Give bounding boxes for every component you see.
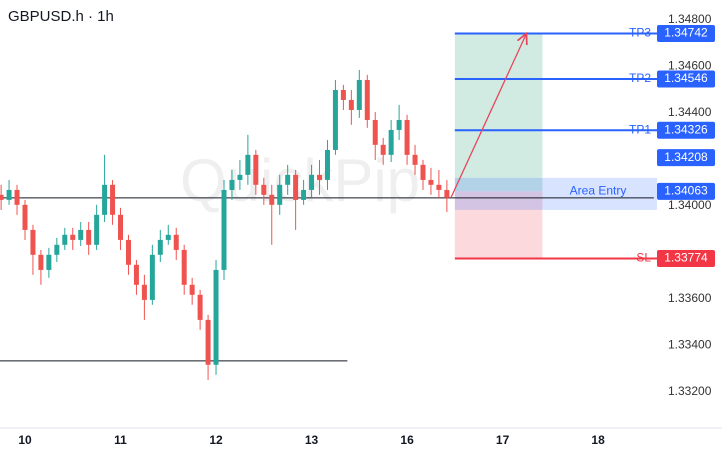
candle-body [340, 89, 346, 100]
x-tick-label: 11 [114, 433, 127, 447]
candle-body [118, 214, 124, 240]
candle-body [412, 154, 418, 165]
candle-body [6, 189, 12, 200]
candle-body [62, 234, 68, 245]
candle-body [332, 89, 338, 150]
candle-body [149, 254, 155, 300]
candle-body [125, 239, 131, 265]
price-tag-label: 1.34063 [664, 184, 708, 198]
x-tick-label: 18 [591, 433, 605, 447]
candle-body [388, 129, 394, 155]
y-tick-label: 1.34400 [668, 105, 712, 119]
candle-body [245, 154, 251, 175]
watermark: QuickPip [180, 147, 420, 214]
x-tick-label: 13 [305, 433, 319, 447]
price-tag [657, 149, 715, 167]
candle-body [86, 229, 92, 245]
candle-body [420, 164, 426, 180]
y-tick-label: 1.34000 [668, 198, 712, 212]
candle-body [253, 154, 259, 185]
level-name: TP1 [629, 122, 651, 136]
y-tick-label: 1.33200 [668, 384, 712, 398]
candle-body [277, 184, 283, 205]
candle-body [317, 174, 323, 180]
level-name: SL [636, 251, 651, 265]
candle-body [428, 179, 434, 185]
candle-body [213, 269, 219, 365]
y-tick-label: 1.34600 [668, 59, 712, 73]
candle-body [189, 284, 195, 295]
candle-body [54, 244, 60, 255]
candle-body [444, 189, 450, 198]
candle-body [261, 184, 267, 195]
candle-body [309, 174, 315, 190]
candle-body [14, 189, 20, 205]
price-tag [657, 182, 715, 200]
trade-arrow [450, 33, 527, 199]
price-tag [657, 70, 715, 88]
candle-body [70, 234, 76, 240]
candle-body [372, 119, 378, 145]
price-tag-label: 1.34326 [664, 122, 708, 136]
candle-body [356, 79, 362, 110]
profit-zone [454, 33, 543, 192]
candle-body [324, 149, 330, 180]
candle-body [285, 174, 291, 185]
x-tick-label: 16 [400, 433, 414, 447]
candle-body [110, 184, 116, 215]
candle-body [102, 184, 108, 215]
candle-body [237, 174, 243, 180]
y-tick-label: 1.33600 [668, 291, 712, 305]
entry-label: Area Entry [570, 184, 627, 198]
price-tag [657, 250, 715, 268]
price-tag [657, 24, 715, 42]
price-tag-label: 1.34208 [664, 150, 708, 164]
candle-body [229, 179, 235, 190]
candle-body [221, 189, 227, 270]
price-tag-label: 1.33774 [664, 251, 708, 265]
price-tag-label: 1.34742 [664, 26, 708, 40]
candle-body [94, 214, 100, 245]
candle-body [133, 264, 139, 285]
candle-body [165, 234, 171, 240]
x-tick-label: 17 [496, 433, 510, 447]
y-tick-label: 1.34800 [668, 12, 712, 26]
candle-body [173, 234, 179, 250]
candle-body [46, 254, 52, 270]
candle-body [301, 189, 307, 200]
level-name: TP3 [629, 26, 651, 40]
candle-body [396, 119, 402, 130]
y-tick-label: 1.33400 [668, 338, 712, 352]
candle-body [30, 229, 36, 255]
candle-body [269, 194, 275, 205]
candle-body [404, 119, 410, 155]
candle-body [436, 184, 442, 190]
candle-body [0, 194, 4, 200]
price-tag [657, 121, 715, 139]
entry-zone [454, 177, 657, 210]
chart-title: GBPUSD.h · 1h [8, 8, 114, 25]
candle-body [157, 239, 163, 255]
level-name: TP2 [629, 71, 651, 85]
candle-body [38, 254, 44, 270]
candle-body [197, 294, 203, 320]
candle-body [364, 79, 370, 120]
candle-body [380, 144, 386, 155]
candle-body [205, 319, 211, 365]
candle-body [22, 204, 28, 230]
candle-body [348, 99, 354, 110]
price-tag-label: 1.34546 [664, 71, 708, 85]
candle-body [181, 249, 187, 285]
candle-body [293, 174, 299, 200]
loss-zone [454, 191, 543, 259]
candle-body [141, 284, 147, 300]
x-tick-label: 10 [18, 433, 32, 447]
x-tick-label: 12 [209, 433, 223, 447]
candle-body [78, 229, 84, 240]
